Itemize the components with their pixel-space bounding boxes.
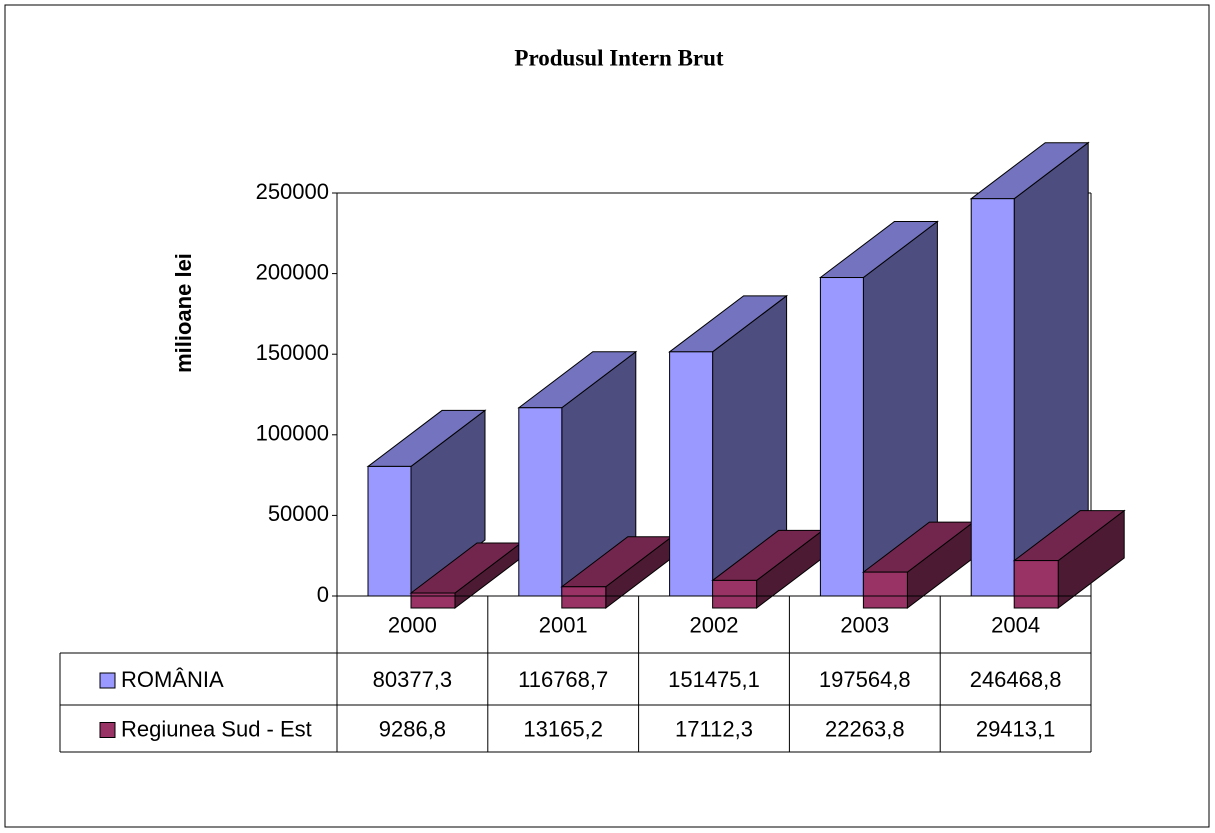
legend-label: Regiunea Sud - Est [121,716,312,741]
bar-front [862,571,908,609]
bar [969,141,1090,598]
bar [517,350,638,598]
bar-front [970,198,1015,597]
data-label: 246468,8 [970,667,1062,692]
bar [1012,509,1126,610]
chart-title: Produsul Intern Brut [514,45,724,70]
y-tick-label: 200000 [256,259,329,284]
bar [560,535,674,610]
x-tick-label: 2001 [539,612,588,637]
data-label: 22263,8 [825,716,905,741]
bar-front [561,586,607,609]
legend-swatch [99,722,116,738]
x-tick-label: 2002 [690,612,739,637]
y-tick-label: 100000 [256,421,329,446]
data-label: 151475,1 [668,667,760,692]
data-label: 29413,1 [976,716,1056,741]
data-label: 80377,3 [373,667,453,692]
y-tick-label: 0 [317,582,329,607]
bar [366,409,487,598]
y-tick-label: 50000 [268,501,329,526]
y-axis-label: milioane lei [171,253,196,373]
bar [861,521,975,610]
x-tick-label: 2000 [388,612,437,637]
legend-label: ROMÂNIA [121,667,224,692]
bar [711,529,825,610]
bar-front [367,465,412,597]
bar-front [410,592,456,609]
bar-front [669,351,714,597]
bar-front [1013,560,1059,609]
data-label: 197564,8 [819,667,911,692]
x-tick-label: 2004 [991,612,1040,637]
x-tick-label: 2003 [840,612,889,637]
bar-front [819,277,864,597]
bar-front [712,579,758,609]
data-label: 13165,2 [523,716,603,741]
legend-swatch [99,672,116,689]
data-label: 9286,8 [379,716,446,741]
bar-front [518,407,563,597]
bar [818,220,939,598]
y-tick-label: 250000 [256,179,329,204]
y-tick-label: 150000 [256,340,329,365]
bar [668,294,789,598]
data-label: 116768,7 [518,667,608,692]
bar [409,542,523,610]
data-label: 17112,3 [675,716,753,741]
